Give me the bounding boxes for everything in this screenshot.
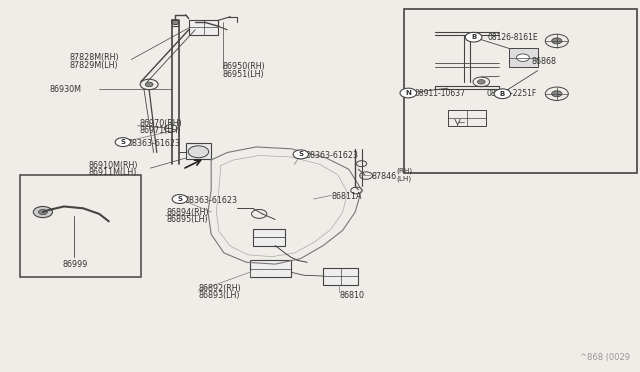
Circle shape (465, 32, 482, 42)
Text: 86999: 86999 (63, 260, 88, 269)
Text: 86810: 86810 (339, 291, 364, 300)
Circle shape (400, 88, 417, 98)
Text: S: S (177, 196, 182, 202)
FancyBboxPatch shape (189, 20, 218, 35)
Text: B: B (471, 34, 476, 40)
Text: 86950(RH): 86950(RH) (223, 62, 266, 71)
Text: 87846: 87846 (371, 172, 396, 181)
Text: 86895(LH): 86895(LH) (166, 215, 208, 224)
Circle shape (552, 91, 562, 97)
Circle shape (172, 195, 188, 203)
FancyBboxPatch shape (509, 48, 538, 67)
Circle shape (552, 38, 562, 44)
Circle shape (145, 82, 153, 87)
Text: 86894(RH): 86894(RH) (166, 208, 209, 217)
Circle shape (115, 138, 131, 147)
FancyBboxPatch shape (250, 260, 291, 277)
Text: 86892(RH): 86892(RH) (198, 284, 241, 293)
Text: 86951(LH): 86951(LH) (223, 70, 264, 79)
Circle shape (38, 209, 47, 215)
Text: 86970(RH): 86970(RH) (140, 119, 182, 128)
Circle shape (188, 146, 209, 158)
Circle shape (516, 54, 529, 61)
Text: 86893(LH): 86893(LH) (198, 291, 240, 300)
Text: 86811A: 86811A (332, 192, 362, 201)
Circle shape (494, 89, 511, 99)
Text: 87829M(LH): 87829M(LH) (69, 61, 118, 70)
Text: 86930M: 86930M (50, 85, 82, 94)
FancyBboxPatch shape (253, 229, 285, 246)
FancyBboxPatch shape (186, 143, 211, 159)
Text: 08126-8161E: 08126-8161E (488, 33, 538, 42)
Circle shape (172, 20, 179, 25)
Text: 86911M(LH): 86911M(LH) (88, 169, 137, 177)
Text: S: S (120, 139, 125, 145)
Circle shape (293, 150, 308, 159)
Text: ^868 (0029: ^868 (0029 (580, 353, 630, 362)
Text: 86971(LH): 86971(LH) (140, 126, 181, 135)
Text: 86868: 86868 (531, 57, 556, 66)
Text: 08124-2251F: 08124-2251F (486, 89, 537, 97)
Text: S: S (298, 151, 303, 157)
Circle shape (477, 80, 485, 84)
Text: B: B (500, 91, 505, 97)
FancyBboxPatch shape (323, 268, 358, 285)
Text: 08363-61623: 08363-61623 (184, 196, 237, 205)
Text: 87828M(RH): 87828M(RH) (69, 53, 119, 62)
Text: 08363-61623: 08363-61623 (306, 151, 359, 160)
Text: N: N (405, 90, 412, 96)
Circle shape (33, 206, 52, 218)
Text: 08911-10637: 08911-10637 (415, 89, 466, 97)
Text: 86910M(RH): 86910M(RH) (88, 161, 138, 170)
Text: (RH): (RH) (397, 168, 413, 174)
Text: 08363-61623: 08363-61623 (128, 139, 181, 148)
Text: (LH): (LH) (397, 175, 412, 182)
